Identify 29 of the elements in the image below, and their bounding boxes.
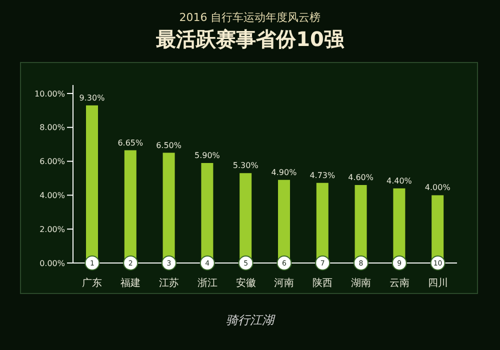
x-tick-label: 湖南 [351, 277, 371, 290]
x-tick-label: 浙江 [197, 277, 218, 290]
data-label: 4.73% [310, 170, 336, 180]
x-tick-label: 广东 [82, 277, 102, 290]
text: 骑行江湖 [225, 312, 276, 329]
x-tick-label: 陕西 [312, 277, 333, 290]
chart-subtitle: 2016 自行车运动年度风云榜 [178, 10, 322, 25]
x-tick-label: 四川 [428, 277, 448, 290]
data-label: 4.60% [348, 173, 374, 182]
x-tick-label: 云南 [389, 277, 410, 290]
data-label: 4.90% [271, 168, 298, 177]
data-label: 4.40% [386, 176, 412, 186]
data-label: 5.90% [194, 150, 220, 160]
y-tick-label: 6.00% [40, 157, 66, 166]
data-label: 5.30% [232, 161, 259, 170]
y-tick-label: 0.00% [40, 258, 66, 268]
data-label: 4.00% [424, 183, 451, 192]
data-label: 9.30% [79, 93, 106, 102]
y-tick-label: 4.00% [40, 191, 66, 200]
y-tick-label: 10.00% [34, 89, 66, 98]
data-label: 6.65% [118, 138, 144, 148]
y-tick-label: 2.00% [40, 224, 66, 234]
x-tick-label: 福建 [120, 277, 141, 290]
x-tick-label: 安徽 [236, 277, 256, 290]
y-tick-label: 8.00% [40, 123, 66, 132]
x-tick-label: 河南 [274, 277, 294, 290]
x-tick-label: 江苏 [159, 277, 179, 290]
chart-title: 最活跃赛事省份10强 [155, 26, 346, 53]
data-label: 6.50% [156, 140, 182, 150]
